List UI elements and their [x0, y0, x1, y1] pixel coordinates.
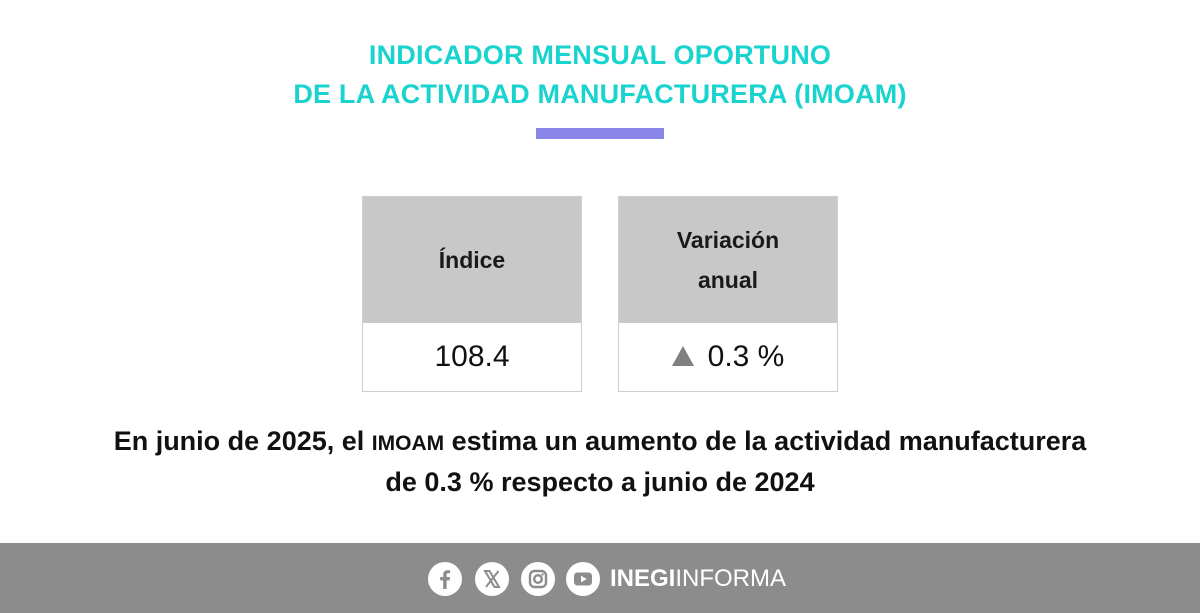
summary-statement: En junio de 2025, el IMOAM estima un aum…: [0, 422, 1200, 501]
annual-variation-label-line-1: Variación: [676, 227, 780, 253]
accent-divider: [536, 128, 664, 139]
title-line-2: DE LA ACTIVIDAD MANUFACTURERA (IMOAM): [293, 79, 907, 109]
instagram-icon[interactable]: [521, 562, 555, 596]
page-title: INDICADOR MENSUAL OPORTUNO DE LA ACTIVID…: [0, 36, 1200, 114]
index-label: Índice: [438, 247, 506, 273]
summary-part-2: estima un aumento de la actividad manufa…: [444, 426, 1087, 456]
annual-variation-card-header: Variación anual: [619, 197, 837, 323]
brand-light: INFORMA: [675, 565, 787, 592]
youtube-icon[interactable]: [566, 562, 600, 596]
annual-variation-value: 0.3 %: [707, 339, 785, 373]
summary-line-1: En junio de 2025, el IMOAM estima un aum…: [0, 422, 1200, 463]
annual-variation-label-line-2: anual: [697, 267, 759, 293]
annual-variation-card: Variación anual 0.3 %: [618, 196, 838, 392]
summary-line-2: de 0.3 % respecto a junio de 2024: [385, 467, 815, 497]
brand-wordmark[interactable]: INEGIINFORMA: [610, 565, 786, 593]
x-icon[interactable]: [475, 562, 509, 596]
index-card-header: Índice: [363, 197, 581, 323]
index-value: 108.4: [434, 339, 510, 373]
annual-variation-value-cell: 0.3 %: [619, 323, 837, 390]
index-card: Índice 108.4: [362, 196, 582, 392]
brand-bold: INEGI: [610, 565, 676, 592]
up-triangle-icon: [671, 345, 694, 366]
facebook-icon[interactable]: [428, 562, 462, 596]
summary-acronym: IMOAM: [371, 432, 445, 455]
title-line-1: INDICADOR MENSUAL OPORTUNO: [368, 40, 832, 70]
footer-bar: INEGIINFORMA: [0, 543, 1200, 613]
summary-part-1: En junio de 2025, el: [113, 426, 372, 456]
index-value-cell: 108.4: [363, 323, 581, 390]
